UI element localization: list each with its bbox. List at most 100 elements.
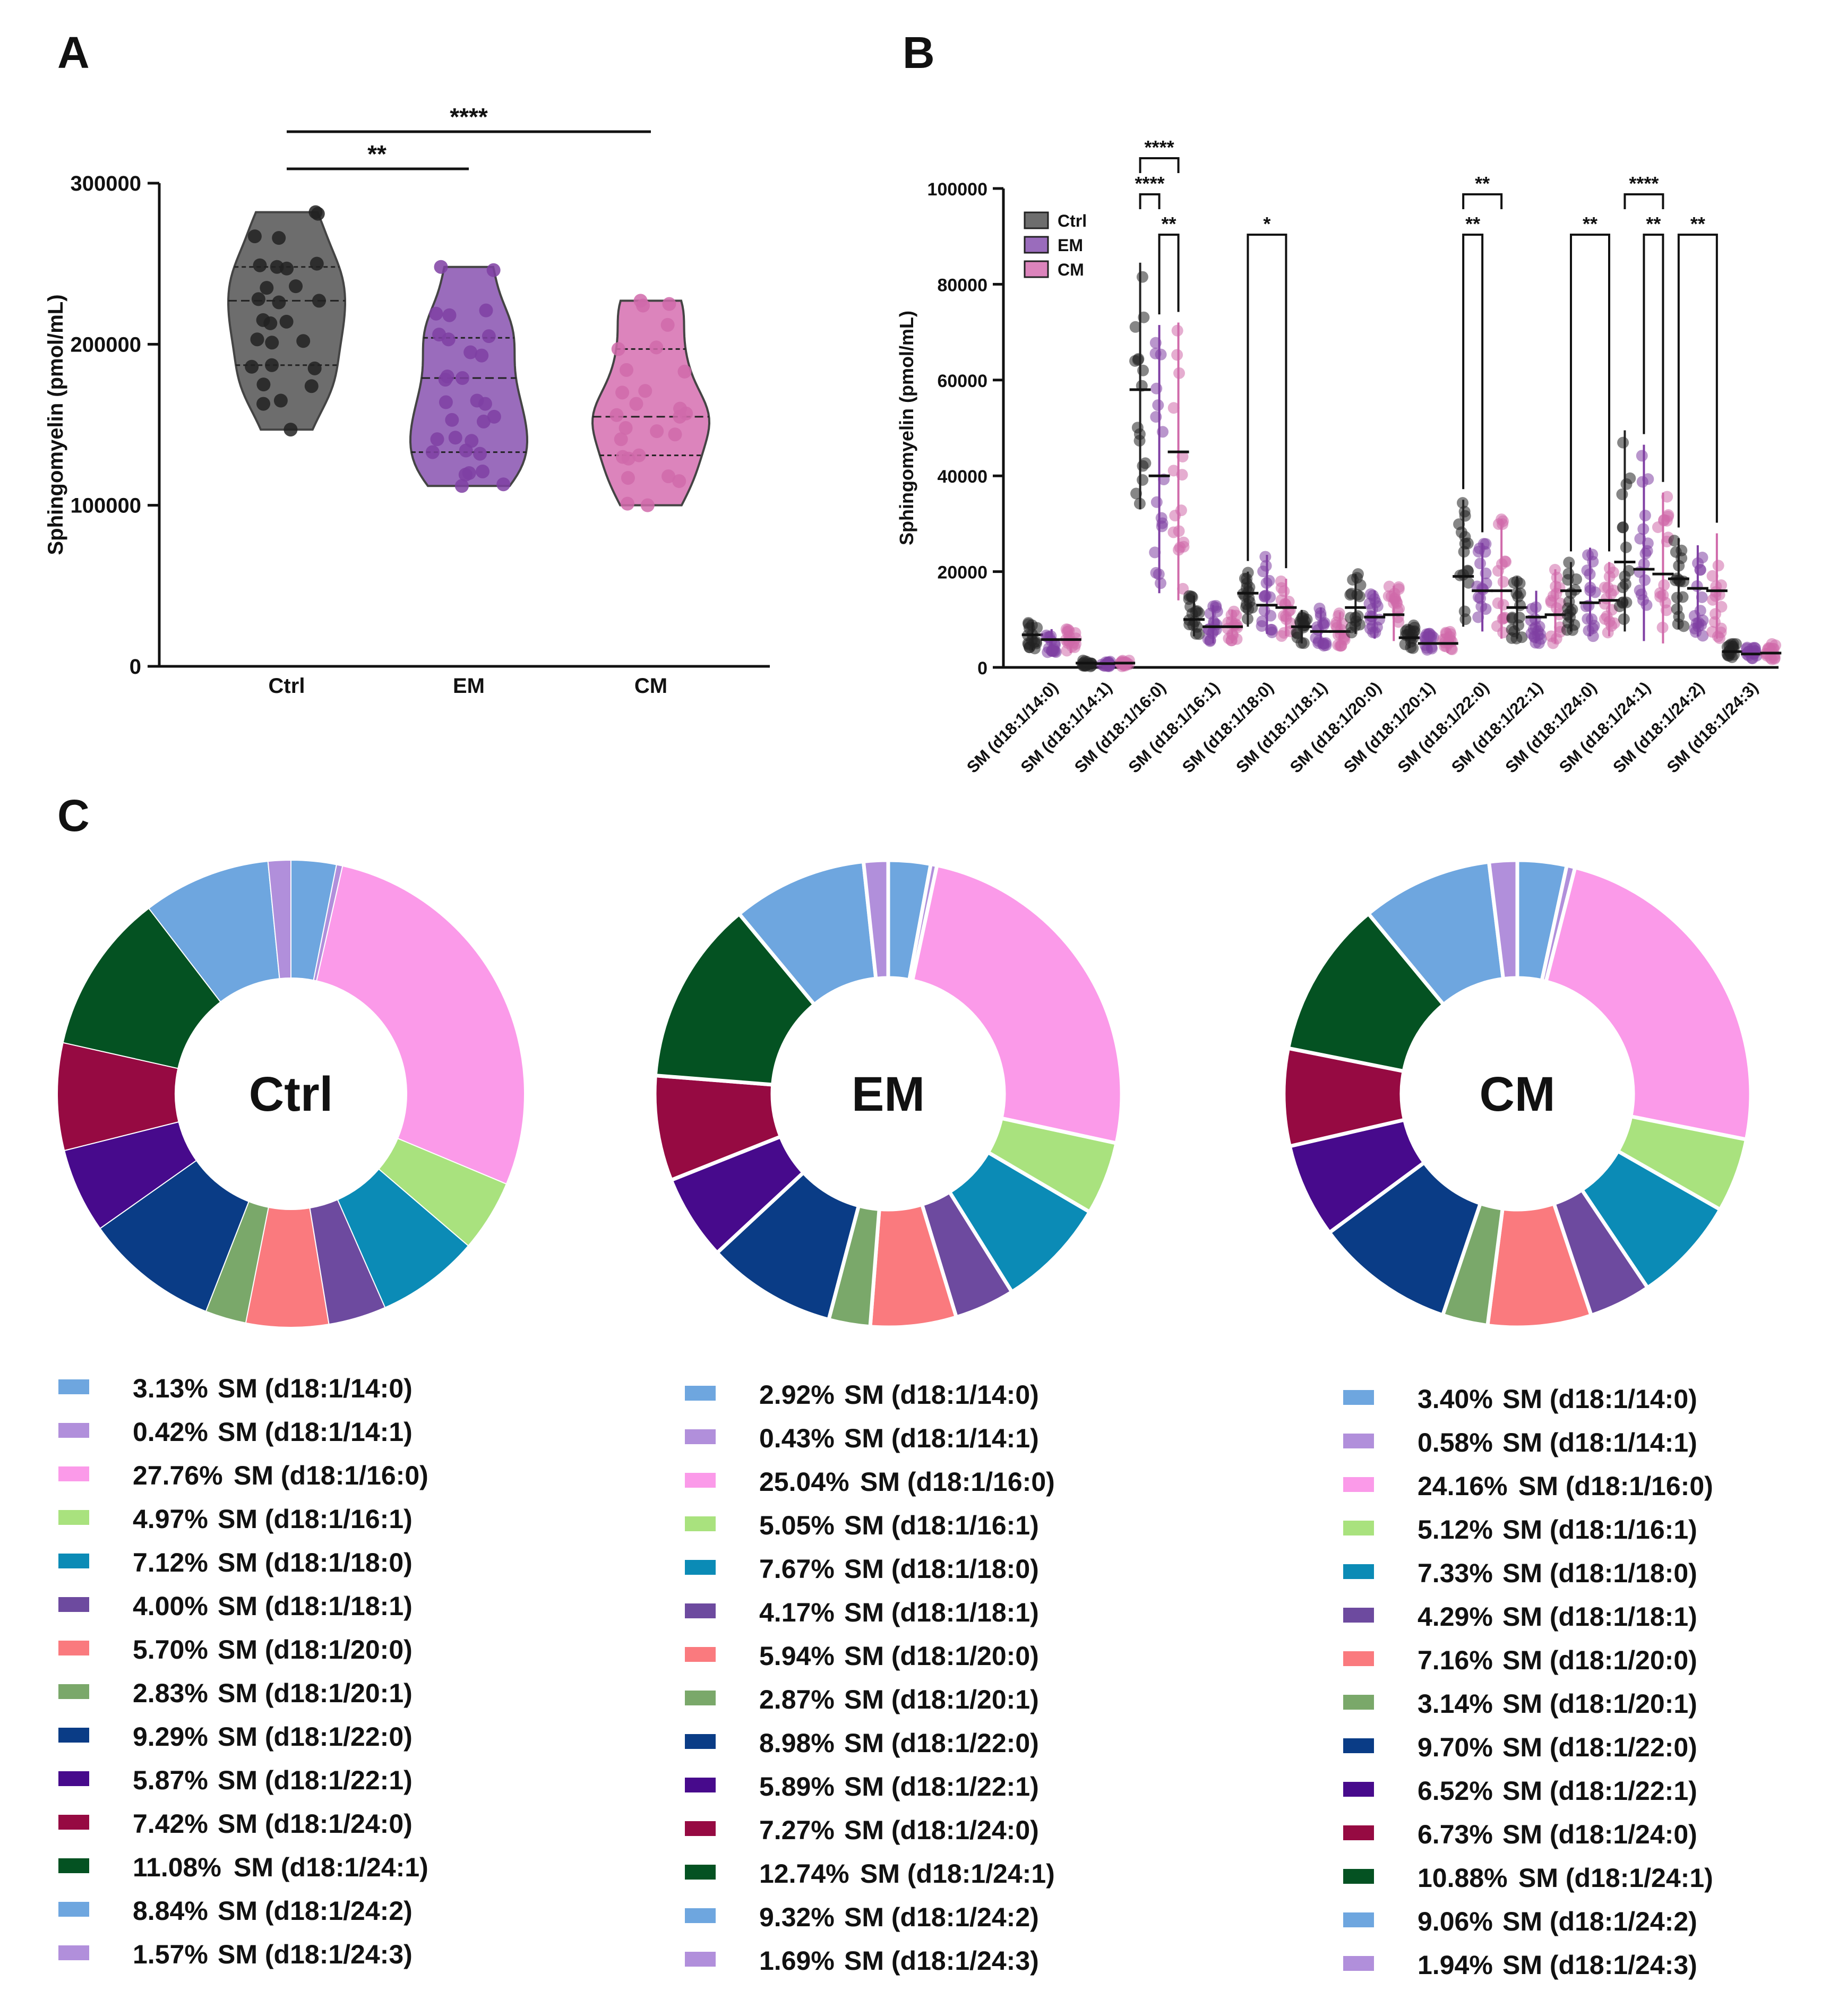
data-point bbox=[1620, 478, 1633, 490]
data-point bbox=[668, 427, 682, 442]
legend-swatch bbox=[58, 1423, 89, 1438]
data-point bbox=[1456, 497, 1468, 509]
data-point bbox=[1265, 610, 1277, 622]
data-point bbox=[1423, 631, 1436, 643]
y-axis-title: Sphingomyelin (pmol/mL) bbox=[44, 294, 67, 555]
significance-bracket bbox=[1247, 234, 1287, 569]
donut-slice bbox=[653, 911, 817, 1087]
legend-species: SM (d18:1/14:0) bbox=[218, 1374, 413, 1403]
legend-species: SM (d18:1/24:1) bbox=[860, 1859, 1055, 1889]
legend-percent: 9.70% bbox=[1418, 1732, 1493, 1762]
significance-bracket bbox=[1139, 193, 1161, 209]
legend-species: SM (d18:1/20:1) bbox=[844, 1685, 1039, 1714]
legend-species: SM (d18:1/20:0) bbox=[1502, 1645, 1697, 1675]
legend-label: CM bbox=[1058, 260, 1084, 279]
legend-species: SM (d18:1/20:1) bbox=[1502, 1689, 1697, 1719]
data-point bbox=[1317, 638, 1329, 650]
significance-bracket bbox=[1643, 234, 1664, 482]
legend-species: SM (d18:1/24:2) bbox=[218, 1896, 413, 1926]
data-point bbox=[454, 479, 469, 493]
data-point bbox=[1589, 586, 1601, 598]
legend-swatch bbox=[685, 1473, 716, 1488]
data-point bbox=[1506, 623, 1518, 636]
legend-species: SM (d18:1/16:0) bbox=[234, 1461, 428, 1490]
data-point bbox=[1023, 617, 1035, 629]
data-point bbox=[1471, 580, 1483, 593]
data-point bbox=[1563, 596, 1575, 608]
data-point bbox=[1260, 577, 1273, 589]
data-point bbox=[1550, 602, 1562, 614]
legend-species: SM (d18:1/20:1) bbox=[218, 1678, 413, 1708]
legend-swatch bbox=[58, 1379, 89, 1394]
data-point bbox=[455, 371, 469, 385]
legend-swatch bbox=[58, 1728, 89, 1743]
data-point bbox=[1514, 599, 1526, 612]
data-point bbox=[265, 358, 279, 372]
data-point bbox=[1116, 655, 1129, 667]
legend-percent: 0.42% bbox=[133, 1417, 208, 1447]
donut-center-label: CM bbox=[1479, 1067, 1555, 1121]
legend-swatch bbox=[685, 1778, 716, 1792]
legend-swatch bbox=[1024, 260, 1049, 278]
data-point bbox=[1562, 574, 1574, 586]
donut-slice bbox=[1543, 865, 1753, 1142]
legend-percent: 8.84% bbox=[133, 1896, 208, 1926]
data-point bbox=[479, 303, 493, 318]
legend-species: SM (d18:1/22:0) bbox=[844, 1728, 1039, 1758]
data-point bbox=[1636, 450, 1648, 462]
data-point bbox=[609, 408, 624, 422]
legend-swatch bbox=[1343, 1869, 1374, 1884]
legend-label: EM bbox=[1058, 236, 1083, 255]
legend-percent: 9.29% bbox=[133, 1722, 208, 1752]
legend-species: SM (d18:1/24:0) bbox=[218, 1809, 413, 1839]
data-point bbox=[496, 477, 511, 492]
legend-swatch bbox=[58, 1771, 89, 1786]
data-point bbox=[640, 498, 655, 512]
significance-bracket bbox=[1462, 193, 1503, 209]
data-point bbox=[1132, 354, 1144, 366]
data-point bbox=[1458, 605, 1471, 617]
legend-percent: 5.89% bbox=[759, 1772, 835, 1801]
data-point bbox=[1174, 542, 1186, 554]
data-point bbox=[1602, 581, 1614, 594]
data-point bbox=[1617, 521, 1629, 534]
data-point bbox=[1150, 411, 1162, 423]
donut-slice bbox=[267, 859, 291, 980]
legend-percent: 8.98% bbox=[759, 1728, 835, 1758]
x-tick-label: SM (d18:1/20:0) bbox=[1286, 678, 1385, 777]
x-tick-label: SM (d18:1/18:1) bbox=[1232, 678, 1331, 777]
data-point bbox=[1639, 574, 1651, 586]
x-tick-label: SM (d18:1/16:0) bbox=[1071, 678, 1170, 777]
data-point bbox=[1724, 647, 1737, 659]
significance-label: ** bbox=[1690, 213, 1705, 235]
data-point bbox=[1661, 491, 1673, 503]
data-point bbox=[1243, 592, 1255, 604]
data-point bbox=[1344, 589, 1356, 601]
data-point bbox=[621, 451, 635, 466]
legend-percent: 27.76% bbox=[133, 1461, 223, 1490]
legend-percent: 25.04% bbox=[759, 1467, 849, 1497]
data-point bbox=[1459, 510, 1471, 522]
x-tick-label: SM (d18:1/22:1) bbox=[1448, 678, 1547, 777]
legend-swatch bbox=[685, 1734, 716, 1749]
data-point bbox=[1497, 576, 1509, 588]
data-point bbox=[448, 431, 462, 445]
y-tick-label: 20000 bbox=[937, 563, 987, 583]
data-point bbox=[1136, 271, 1148, 283]
data-point bbox=[1173, 367, 1186, 379]
legend-swatch bbox=[685, 1429, 716, 1444]
data-point bbox=[307, 361, 322, 375]
legend-species: SM (d18:1/14:1) bbox=[844, 1423, 1039, 1453]
x-tick-label: SM (d18:1/20:1) bbox=[1340, 678, 1439, 777]
data-point bbox=[310, 256, 324, 271]
legend-percent: 7.42% bbox=[133, 1809, 208, 1839]
legend-swatch bbox=[58, 1597, 89, 1612]
data-point bbox=[1313, 602, 1326, 614]
data-point bbox=[1183, 590, 1196, 602]
data-point bbox=[1668, 535, 1680, 547]
significance-label: **** bbox=[1629, 173, 1659, 194]
data-point bbox=[636, 298, 650, 313]
data-point bbox=[1184, 600, 1197, 613]
data-point bbox=[458, 468, 473, 482]
legend-percent: 2.92% bbox=[759, 1380, 835, 1410]
